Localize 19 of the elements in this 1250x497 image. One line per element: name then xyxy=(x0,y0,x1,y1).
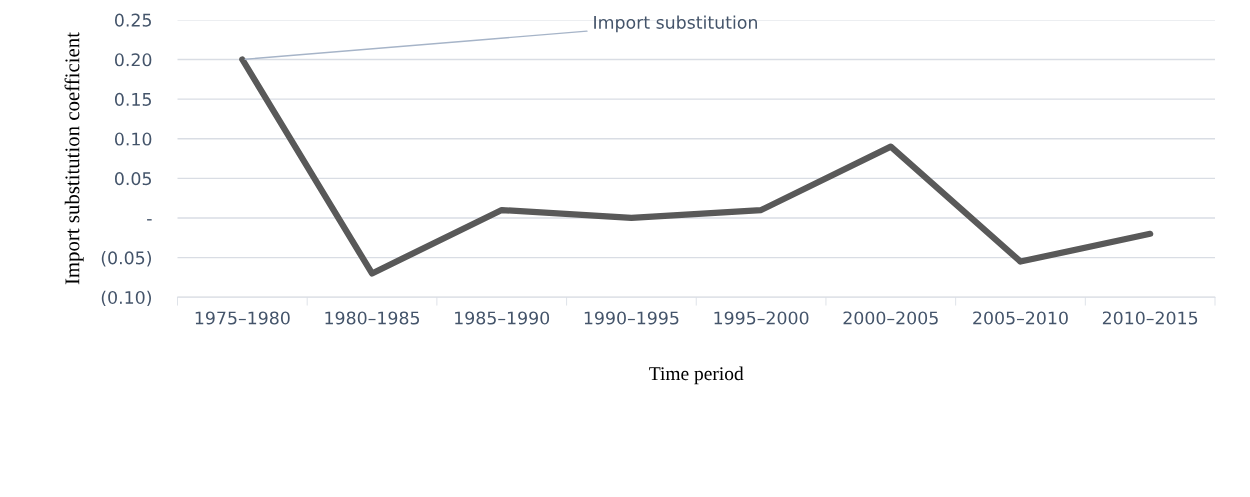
y-tick-label: (0.10) xyxy=(101,290,152,307)
x-tick-label: 1985–1990 xyxy=(455,311,550,325)
y-tick-label: 0.10 xyxy=(114,132,152,146)
x-tick-label: 1990–1995 xyxy=(584,311,679,325)
y-tick-label: 0.05 xyxy=(114,172,151,186)
x-tick-label: 1995–2000 xyxy=(714,311,809,325)
x-tick-label: 1975–1980 xyxy=(195,311,290,325)
x-tick-label: 2005–2010 xyxy=(973,311,1068,325)
x-tick-label: 2000–2005 xyxy=(843,311,938,325)
x-axis-title: Time period xyxy=(649,366,744,385)
x-tick-label: 1980–1985 xyxy=(325,311,420,325)
y-tick-label: - xyxy=(147,219,152,221)
y-axis-title: Import substitution coefficient xyxy=(64,32,84,285)
x-tick-label: 2010–2015 xyxy=(1102,311,1198,325)
y-tick-label: 0.25 xyxy=(114,13,151,27)
annotation: Import substitution xyxy=(594,15,757,33)
y-tick-label: (0.05) xyxy=(101,251,152,267)
y-tick-label: 0.15 xyxy=(114,92,151,106)
y-tick-label: 0.20 xyxy=(114,53,152,67)
